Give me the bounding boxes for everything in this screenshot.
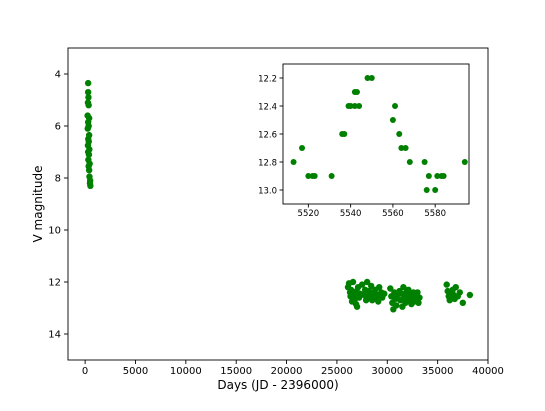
main-y-tick-label: 8	[55, 174, 61, 185]
main-data-point	[459, 299, 467, 306]
main-x-tick-label: 25000	[321, 366, 353, 377]
inset-data-point	[353, 89, 360, 95]
inset-x-tick-label: 5520	[298, 209, 320, 219]
inset-plot: 5520 5540 5560 5580 12.2 12.4 12.6 12.8 13.0	[258, 63, 470, 219]
inset-data-points	[290, 75, 468, 193]
inset-y-tick-label: 13.0	[258, 187, 277, 197]
inset-data-point	[461, 159, 468, 165]
main-data-point	[387, 285, 394, 292]
inset-data-point	[299, 145, 306, 151]
main-data-point	[85, 151, 93, 158]
main-plot-frame	[67, 47, 489, 361]
main-data-point	[456, 289, 463, 296]
main-data-point	[85, 102, 92, 109]
main-data-point	[415, 299, 422, 306]
inset-data-point	[356, 103, 363, 109]
inset-data-point	[396, 131, 403, 137]
main-data-point	[376, 284, 383, 291]
main-data-point	[87, 182, 94, 189]
inset-data-point	[440, 173, 447, 179]
inset-y-tick-label: 12.8	[258, 159, 277, 169]
main-x-tick-label: 10000	[170, 366, 202, 377]
main-x-axis-label: Days (JD - 2396000)	[217, 378, 338, 392]
main-y-axis: 4 6 8 10 12 14	[48, 70, 68, 341]
inset-data-point	[351, 103, 358, 109]
inset-data-point	[311, 173, 318, 179]
inset-data-point	[398, 145, 405, 151]
inset-data-point	[423, 187, 430, 193]
inset-data-point	[402, 145, 409, 151]
main-x-tick-label: 30000	[371, 366, 403, 377]
inset-data-point	[434, 173, 441, 179]
main-data-point	[466, 291, 474, 299]
inset-data-point	[305, 173, 312, 179]
main-data-point	[414, 289, 421, 296]
inset-x-tick-label: 5540	[340, 209, 362, 219]
inset-x-tick-label: 5580	[424, 209, 446, 219]
inset-data-point	[341, 131, 348, 137]
main-data-point	[381, 290, 388, 297]
main-y-tick-label: 12	[48, 278, 61, 289]
inset-y-tick-label: 12.2	[258, 75, 277, 85]
main-x-axis: 0 5000 10000 15000 20000 25000 30000 35000 40000	[82, 360, 504, 377]
inset-x-tick-label: 5560	[382, 209, 404, 219]
inset-plot-background	[283, 64, 469, 204]
main-data-point	[405, 286, 412, 293]
inset-data-point	[290, 159, 297, 165]
main-plot: 0 5000 10000 15000 20000 25000 30000 35000 40000…	[31, 47, 504, 392]
main-y-tick-label: 14	[48, 330, 61, 341]
main-y-tick-label: 4	[55, 70, 61, 81]
main-data-point	[452, 284, 459, 291]
inset-y-axis: 12.2 12.4 12.6 12.8 13.0	[258, 75, 283, 197]
main-x-tick-label: 40000	[472, 366, 504, 377]
main-data-point	[400, 284, 407, 291]
inset-data-point	[432, 187, 439, 193]
inset-y-tick-label: 12.4	[258, 103, 277, 113]
inset-data-point	[347, 103, 354, 109]
main-data-point	[347, 286, 355, 293]
main-data-point	[84, 89, 92, 96]
inset-data-point	[392, 103, 399, 109]
inset-y-tick-label: 12.6	[258, 131, 277, 141]
main-data-point	[363, 278, 371, 286]
inset-x-axis: 5520 5540 5560 5580	[298, 204, 446, 219]
main-data-point	[353, 303, 361, 310]
main-data-point	[84, 125, 91, 132]
inset-data-point	[389, 117, 396, 123]
main-data-point	[375, 298, 382, 305]
main-data-points	[84, 79, 474, 313]
inset-data-point	[406, 159, 413, 165]
main-data-point	[443, 281, 450, 288]
main-x-tick-label: 5000	[123, 366, 148, 377]
main-x-tick-label: 35000	[422, 366, 454, 377]
main-data-point	[349, 278, 357, 286]
inset-data-point	[421, 159, 428, 165]
inset-data-point	[368, 75, 375, 81]
main-data-point	[367, 282, 375, 290]
main-data-point	[85, 94, 92, 101]
main-y-tick-label: 10	[48, 226, 61, 237]
main-data-point	[393, 302, 400, 309]
inset-data-point	[425, 173, 432, 179]
main-x-tick-label: 20000	[271, 366, 303, 377]
main-data-point	[84, 79, 92, 87]
main-y-axis-label: V magnitude	[31, 166, 45, 243]
main-data-point	[85, 167, 93, 174]
inset-data-point	[328, 173, 335, 179]
main-x-tick-label: 0	[82, 366, 88, 377]
main-data-point	[358, 281, 366, 288]
inset-data-point	[364, 75, 371, 81]
main-data-point	[416, 294, 423, 301]
main-y-tick-label: 6	[55, 122, 61, 133]
main-x-tick-label: 15000	[220, 366, 252, 377]
